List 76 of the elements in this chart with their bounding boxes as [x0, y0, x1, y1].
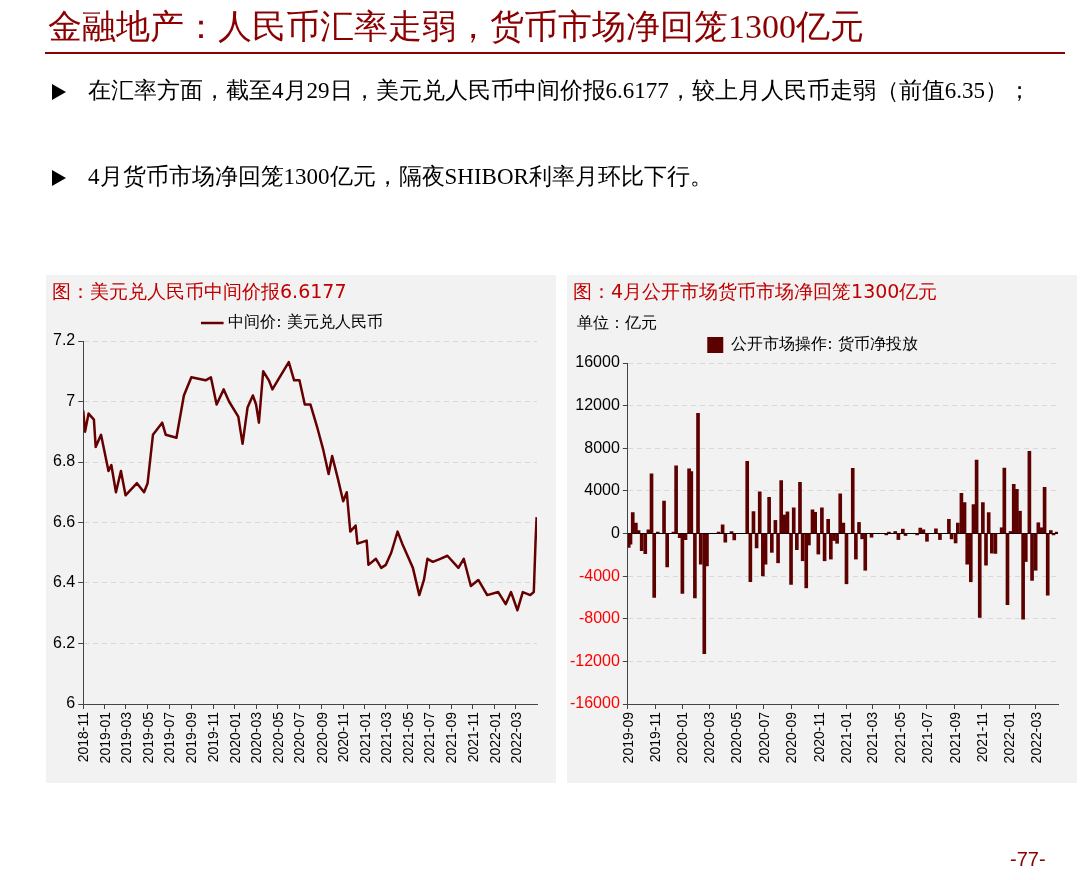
y-tick-label: 7: [66, 391, 76, 409]
x-tick-label: 2022-01: [486, 711, 503, 764]
bar: [901, 528, 905, 534]
y-axis-title: 单位：亿元: [577, 313, 657, 334]
x-tick-label: 2018-11: [75, 711, 92, 763]
y-tick-label: 16000: [575, 353, 620, 371]
y-tick-label: 0: [610, 523, 620, 541]
x-tick-label: 2020-01: [226, 711, 243, 764]
x-tick-label: 2021-03: [864, 711, 881, 764]
x-tick-label: 2020-09: [783, 711, 800, 764]
bar: [863, 533, 868, 571]
x-tick-label: 2021-05: [891, 711, 908, 764]
y-tick-label: 6: [66, 694, 76, 712]
bar: [804, 533, 809, 589]
bar: [925, 533, 929, 542]
y-tick-label: 6.8: [52, 452, 76, 470]
bar: [934, 528, 938, 534]
x-tick-label: 2021-01: [356, 711, 373, 764]
bar: [1045, 533, 1050, 596]
x-tick-label: 2020-07: [755, 711, 772, 764]
y-tick-label: 7.2: [52, 331, 76, 349]
x-tick-label: 2020-09: [313, 711, 330, 764]
x-tick-label: 2022-01: [1001, 711, 1018, 764]
y-tick-label: -12000: [569, 651, 620, 669]
legend-label: 中间价: 美元兑人民币: [228, 312, 383, 332]
bar: [643, 533, 648, 555]
y-tick-label: -4000: [578, 566, 620, 584]
y-tick-label: -16000: [569, 694, 620, 712]
bar: [745, 461, 750, 534]
x-tick-label: 2021-11: [973, 711, 990, 763]
x-tick-label: 2022-03: [1027, 711, 1044, 764]
chart-title: 图：4月公开市场货币市场净回笼1300亿元: [573, 279, 938, 304]
x-tick-label: 2020-07: [291, 711, 308, 764]
x-tick-label: 2021-03: [377, 711, 394, 764]
text: 在汇率方面，截至4月29日，美元兑人民币中间价报6.6177，较上月人民币走弱（前值6.35）；: [88, 77, 1032, 105]
bar: [732, 533, 737, 541]
y-tick-label: 4000: [584, 481, 620, 499]
x-tick-label: 2019-05: [139, 711, 156, 764]
x-tick-label: 2020-05: [728, 711, 745, 764]
x-tick-label: 2022-03: [507, 711, 524, 764]
y-tick-label: 12000: [575, 396, 620, 414]
x-tick-label: 2021-09: [946, 711, 963, 764]
x-tick-label: 2020-11: [335, 711, 352, 763]
text: 4月货币市场净回笼1300亿元，隔夜SHIBOR利率月环比下行。: [88, 163, 714, 191]
y-tick-label: -8000: [578, 609, 620, 627]
y-tick-label: 8000: [584, 438, 620, 456]
x-tick-label: 2019-11: [205, 711, 222, 763]
bar: [1015, 488, 1019, 534]
text: 金融地产：人民币汇率走弱，货币市场净回笼1300亿元: [48, 7, 864, 47]
y-tick-label: 6.2: [52, 633, 76, 651]
bar: [893, 531, 898, 534]
x-tick-label: 2020-03: [701, 711, 718, 764]
x-tick-label: 2019-07: [161, 711, 178, 764]
text: -77-: [1010, 848, 1046, 871]
x-tick-label: 2019-09: [619, 711, 636, 764]
x-tick-label: 2021-07: [421, 711, 438, 764]
y-tick-label: 6.4: [52, 573, 76, 591]
x-tick-label: 2019-11: [647, 711, 664, 763]
x-tick-label: 2019-09: [183, 711, 200, 764]
x-tick-label: 2019-03: [117, 711, 134, 764]
legend-label: 公开市场操作: 货币净投放: [731, 334, 918, 354]
x-tick-label: 2020-01: [674, 711, 691, 764]
x-tick-label: 2020-11: [810, 711, 827, 763]
x-tick-label: 2021-11: [464, 711, 481, 763]
bar: [702, 533, 707, 654]
chart-title: 图：美元兑人民币中间价报6.6177: [52, 279, 347, 304]
x-tick-label: 2019-01: [96, 711, 113, 764]
x-tick-label: 2020-05: [269, 711, 286, 764]
bar: [938, 533, 942, 540]
x-tick-label: 2021-09: [443, 711, 460, 764]
x-tick-label: 2020-03: [248, 711, 265, 764]
bar: [674, 465, 678, 534]
x-tick-label: 2021-01: [838, 711, 855, 764]
x-tick-label: 2021-07: [918, 711, 935, 764]
x-tick-label: 2021-05: [399, 711, 416, 764]
y-tick-label: 6.6: [52, 512, 76, 530]
